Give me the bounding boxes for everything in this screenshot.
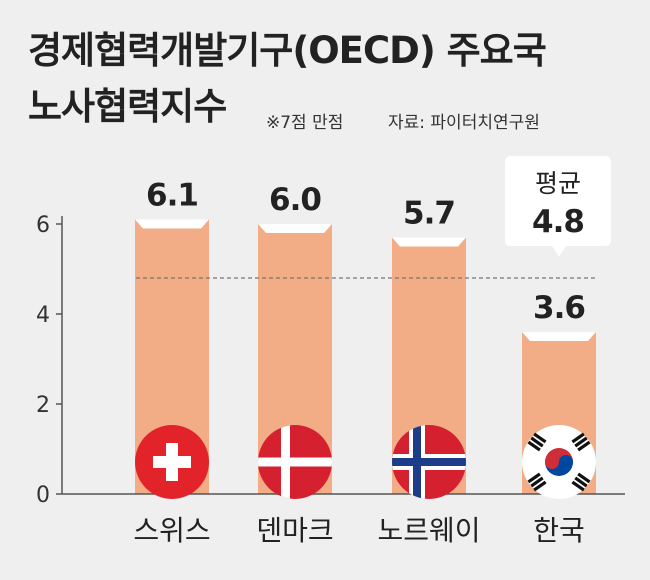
chart-title-line1: 경제협력개발기구(OECD) 주요국 [28, 29, 547, 72]
bar-cap-2 [258, 224, 332, 233]
bar-cap-1 [135, 219, 209, 229]
category-label-4: 한국 [533, 514, 585, 547]
y-tick-label-0: 0 [36, 483, 50, 508]
value-label-2: 6.0 [269, 182, 321, 218]
chart-title-line2: 노사협력지수 [28, 85, 227, 128]
bar-cap-4 [522, 332, 596, 341]
average-label: 평균 [535, 169, 581, 198]
scale-note: ※7점 만점 [266, 113, 344, 133]
swiss-flag-icon [135, 425, 209, 499]
danish-flag-icon [258, 425, 332, 499]
category-label-2: 덴마크 [256, 514, 333, 547]
value-label-1: 6.1 [146, 178, 198, 214]
bar-cap-3 [392, 237, 466, 247]
norwegian-flag-icon [392, 425, 466, 499]
y-tick-label-4: 4 [36, 303, 50, 328]
category-label-3: 노르웨이 [377, 514, 480, 547]
source-note: 자료: 파이터치연구원 [388, 113, 540, 133]
y-tick-label-6: 6 [36, 213, 50, 238]
value-label-3: 5.7 [403, 196, 455, 232]
value-label-4: 3.6 [533, 290, 585, 326]
korean-flag-icon [522, 425, 596, 499]
category-label-1: 스위스 [133, 514, 210, 547]
average-callout [505, 156, 611, 257]
average-value-label: 4.8 [532, 204, 584, 240]
y-tick-label-2: 2 [36, 393, 50, 418]
